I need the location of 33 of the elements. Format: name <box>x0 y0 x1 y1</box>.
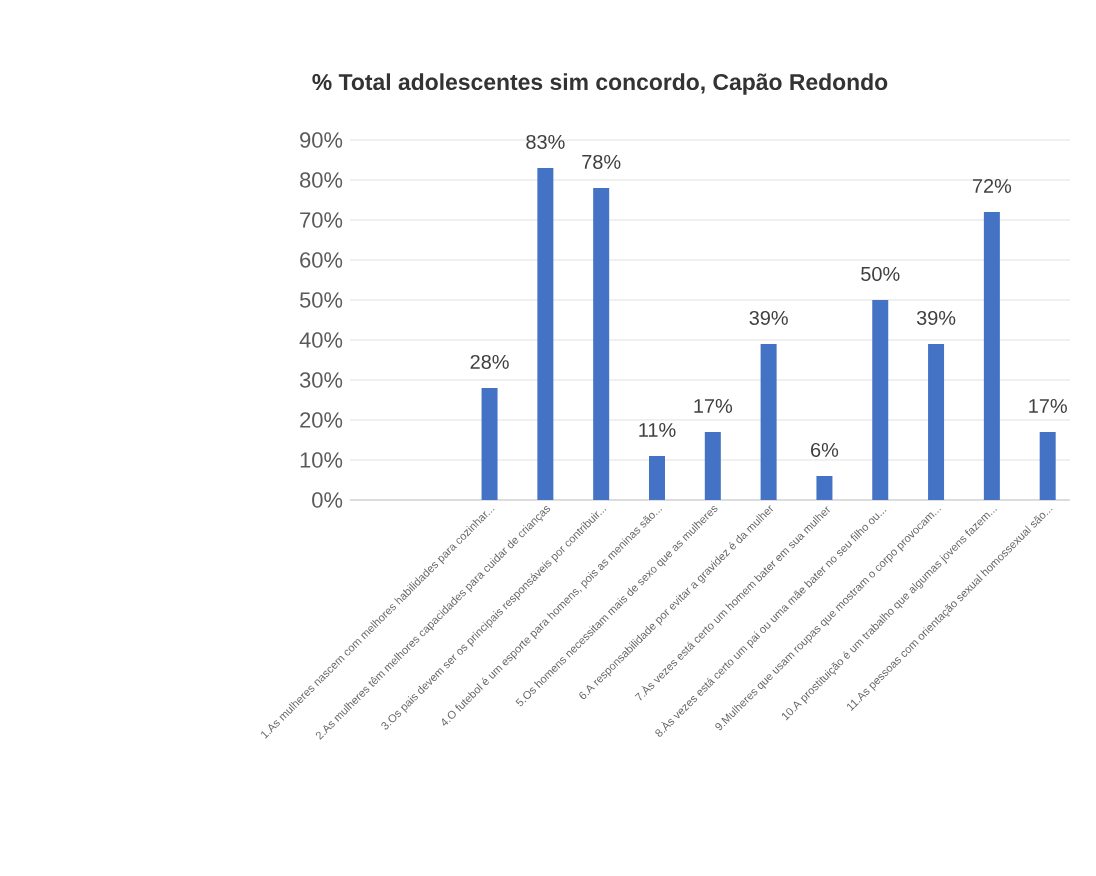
y-tick-label: 0% <box>312 492 343 508</box>
y-tick-label: 80% <box>300 172 343 188</box>
y-tick-label: 20% <box>300 412 343 428</box>
bar <box>983 211 1000 500</box>
data-label: 72% <box>972 178 1012 193</box>
bar <box>928 343 945 500</box>
bar <box>760 343 777 500</box>
bar <box>1039 431 1056 500</box>
y-tick-label: 30% <box>299 372 343 388</box>
bar <box>704 431 721 500</box>
y-tick-label: 40% <box>299 332 343 348</box>
y-tick-label: 60% <box>300 252 343 268</box>
data-label: 78% <box>582 154 621 169</box>
bar <box>481 387 498 500</box>
bar <box>593 187 610 500</box>
data-label: 28% <box>470 354 509 369</box>
data-label: 83% <box>526 134 565 149</box>
data-label: 39% <box>749 310 788 325</box>
data-label: 6% <box>811 442 839 457</box>
bar <box>537 167 554 500</box>
data-label: 50% <box>861 266 900 281</box>
y-tick-label: 90% <box>300 132 343 148</box>
data-label: 39% <box>916 310 956 325</box>
y-tick-label: 50% <box>299 292 343 308</box>
bar <box>816 475 833 500</box>
bar <box>872 299 889 500</box>
y-tick-label: 70% <box>300 212 343 228</box>
y-tick-label: 10% <box>300 452 343 468</box>
data-label: 11% <box>639 423 676 437</box>
bar <box>648 455 665 500</box>
chart-title: % Total adolescentes sim concordo, Capão Redondo <box>312 73 888 95</box>
data-label: 17% <box>1029 399 1067 413</box>
data-label: 17% <box>694 399 733 413</box>
